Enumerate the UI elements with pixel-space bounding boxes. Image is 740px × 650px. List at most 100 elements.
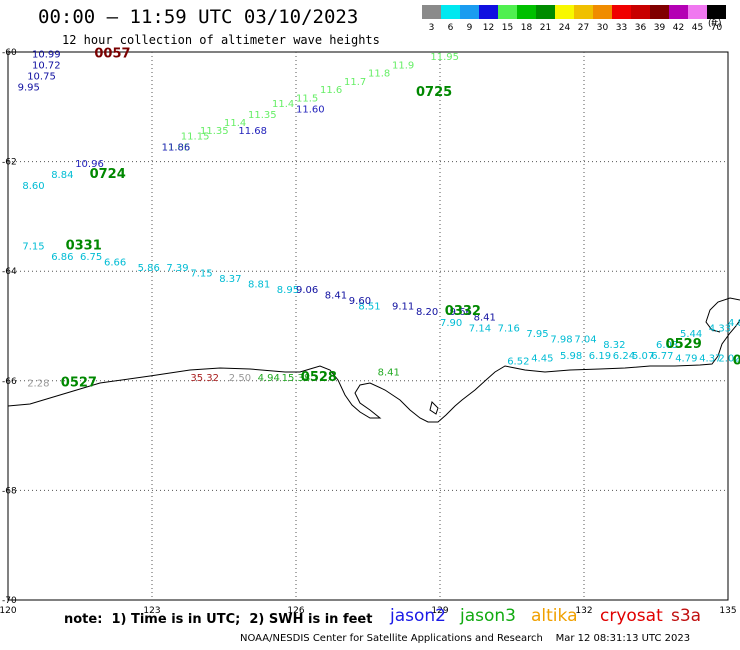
swh-value: 8.51 [358, 302, 380, 313]
swh-value: 2.50 [229, 373, 251, 384]
swh-value: 4.45 [531, 354, 553, 365]
legend-swatch-9 [460, 5, 479, 19]
swh-value: 8.84 [51, 170, 73, 181]
swh-value: 11.68 [238, 126, 267, 137]
swh-value: 11.60 [296, 104, 325, 115]
legend-label-39: 39 [654, 23, 666, 33]
sat-s3a-label: s3a [671, 606, 702, 626]
lon-label-120: 120 [0, 606, 17, 616]
legend-label-12: 12 [483, 23, 494, 33]
swh-value: 7.04 [574, 334, 596, 345]
legend-swatch-39 [650, 5, 669, 19]
lat-label--60: -60 [2, 48, 17, 58]
pass-time-0725: 0725 [416, 85, 452, 100]
swh-value: 11.05 [162, 143, 191, 154]
swh-value: 5.98 [560, 351, 582, 362]
swh-value: 11.8 [368, 69, 390, 80]
legend-swatch-45 [688, 5, 707, 19]
legend-label-30: 30 [597, 23, 609, 33]
footer-note: note: 1) Time is in UTC; 2) SWH is in fe… [64, 612, 373, 627]
map-frame [7, 51, 729, 601]
swh-value: 6.86 [51, 252, 73, 263]
legend-label-45: 45 [692, 23, 703, 33]
lon-label-126: 126 [287, 606, 304, 616]
pass-time-labels: 0057 0725 0724 0331 0332 0529 0528 0527 03 [61, 46, 740, 390]
swh-value: 5.07 [632, 351, 654, 362]
legend-swatch-6 [441, 5, 460, 19]
swh-value: 8.32 [603, 340, 625, 351]
legend-label-24: 24 [559, 23, 571, 33]
swh-value: 10.75 [27, 71, 56, 82]
legend-label-15: 15 [502, 23, 513, 33]
legend-label-27: 27 [578, 23, 589, 33]
swh-value: 2.28 [27, 378, 49, 389]
lon-label-129: 129 [431, 606, 448, 616]
swh-value: 2.02 [718, 354, 740, 365]
swh-value: 8.41 [325, 291, 347, 302]
legend-swatch-15 [498, 5, 517, 19]
swh-value: 7.90 [440, 318, 462, 329]
swh-value: 5.44 [680, 329, 702, 340]
swh-value: 11.5 [296, 93, 318, 104]
swh-value: 10.99 [32, 49, 61, 60]
legend-swatch-70 [707, 5, 726, 19]
swh-value: 5.86 [138, 263, 160, 274]
pass-time-0529: 0529 [666, 337, 702, 352]
legend-label-42: 42 [673, 23, 684, 33]
legend-label-18: 18 [521, 23, 533, 33]
swh-value: 11.7 [344, 77, 366, 88]
swh-value: 8.95 [277, 285, 299, 296]
legend-swatch-42 [669, 5, 688, 19]
swh-value: 8.41 [474, 313, 496, 324]
legend-swatch-3 [422, 5, 441, 19]
swh-value: 4.37 [699, 354, 721, 365]
map-subtitle: 12 hour collection of altimeter wave hei… [62, 33, 380, 47]
swh-value: 10.96 [75, 159, 104, 170]
pass-time-0331: 0331 [66, 238, 102, 253]
swh-value: 11.15 [181, 132, 210, 143]
legend-swatch-21 [536, 5, 555, 19]
legend-swatch-30 [593, 5, 612, 19]
swh-value: 7.14 [469, 323, 491, 334]
pass-time-03: 03 [733, 353, 740, 368]
legend-unit: (ft) [708, 19, 722, 29]
sat-jason2-label: jason2 [390, 606, 446, 626]
legend-label-33: 33 [616, 23, 627, 33]
legend-label-70: 70 [711, 23, 723, 33]
swh-value: 15.38 [282, 373, 311, 384]
lat-label--66: -66 [2, 377, 17, 387]
swh-value: 6.66 [104, 258, 126, 269]
pass-time-0057: 0057 [94, 46, 130, 61]
swh-value: 11.86 [162, 143, 191, 154]
lon-label-132: 132 [575, 606, 592, 616]
antarctic-coastline [7, 297, 740, 423]
swh-value: 6.52 [507, 356, 529, 367]
legend-swatch-36 [631, 5, 650, 19]
swh-value: 11.35 [200, 126, 229, 137]
legend-label-3: 3 [429, 23, 435, 33]
swh-value: 8.41 [378, 367, 400, 378]
swh-value: 11.4 [272, 99, 294, 110]
swh-value: 6.24 [613, 351, 635, 362]
legend-swatch-18 [517, 5, 536, 19]
swh-value: 10.72 [32, 60, 61, 71]
swh-value: 8.20 [416, 307, 438, 318]
legend-swatch-12 [479, 5, 498, 19]
swh-value: 11.6 [320, 85, 342, 96]
longitude-labels: 120 123 126 129 132 135 [0, 606, 737, 616]
swh-value: 35.32 [190, 373, 219, 384]
swh-value: 9.06 [296, 285, 318, 296]
pass-time-0724: 0724 [90, 167, 126, 182]
swh-value: 7.39 [166, 263, 188, 274]
swh-value: 7.15 [22, 241, 44, 252]
lat-label--64: -64 [2, 267, 17, 277]
swh-value: 8.60 [22, 181, 44, 192]
swh-value: 6.77 [651, 351, 673, 362]
lon-label-123: 123 [143, 606, 160, 616]
swh-value: 4.33 [709, 323, 731, 334]
swh-value: 9.60 [349, 296, 371, 307]
legend-label-36: 36 [635, 23, 647, 33]
sat-jason3-label: jason3 [460, 606, 516, 626]
